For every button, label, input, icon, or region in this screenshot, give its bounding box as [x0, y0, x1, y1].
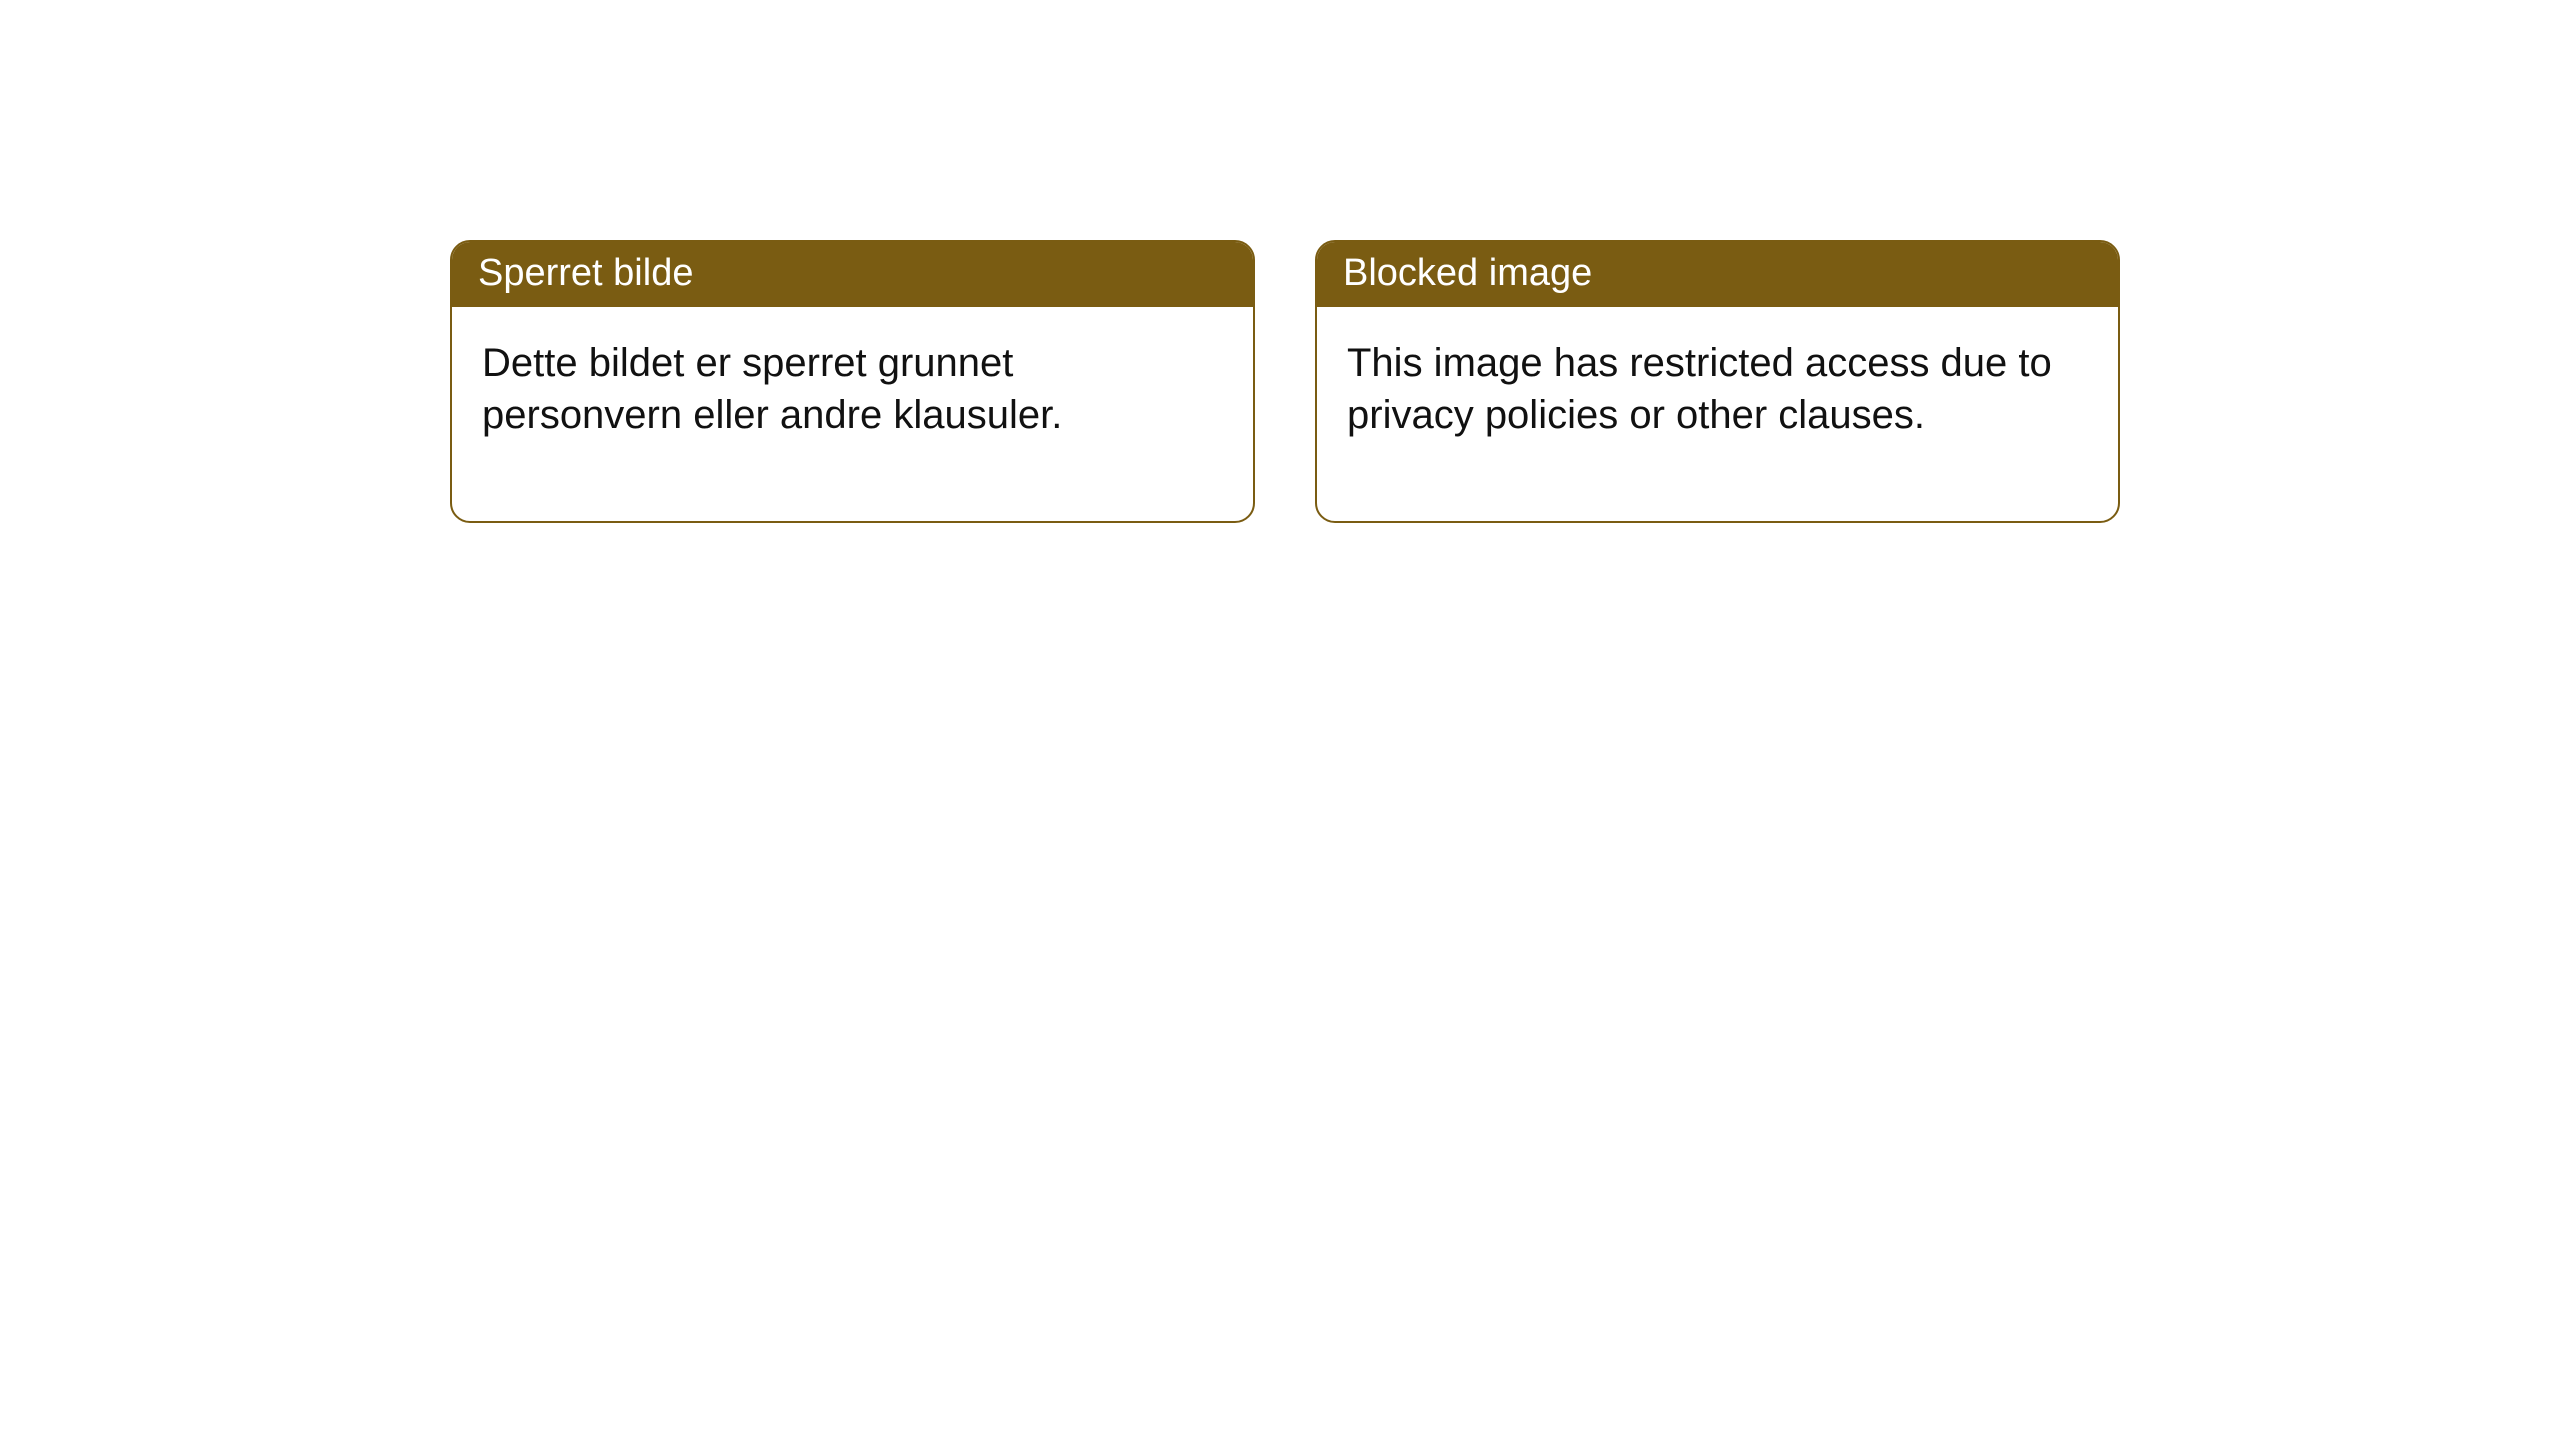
notice-body: This image has restricted access due to … — [1317, 307, 2118, 521]
notice-body: Dette bildet er sperret grunnet personve… — [452, 307, 1253, 521]
notice-box-english: Blocked image This image has restricted … — [1315, 240, 2120, 523]
notice-header: Blocked image — [1317, 242, 2118, 307]
notice-box-norwegian: Sperret bilde Dette bildet er sperret gr… — [450, 240, 1255, 523]
notice-header: Sperret bilde — [452, 242, 1253, 307]
notices-container: Sperret bilde Dette bildet er sperret gr… — [0, 0, 2560, 523]
